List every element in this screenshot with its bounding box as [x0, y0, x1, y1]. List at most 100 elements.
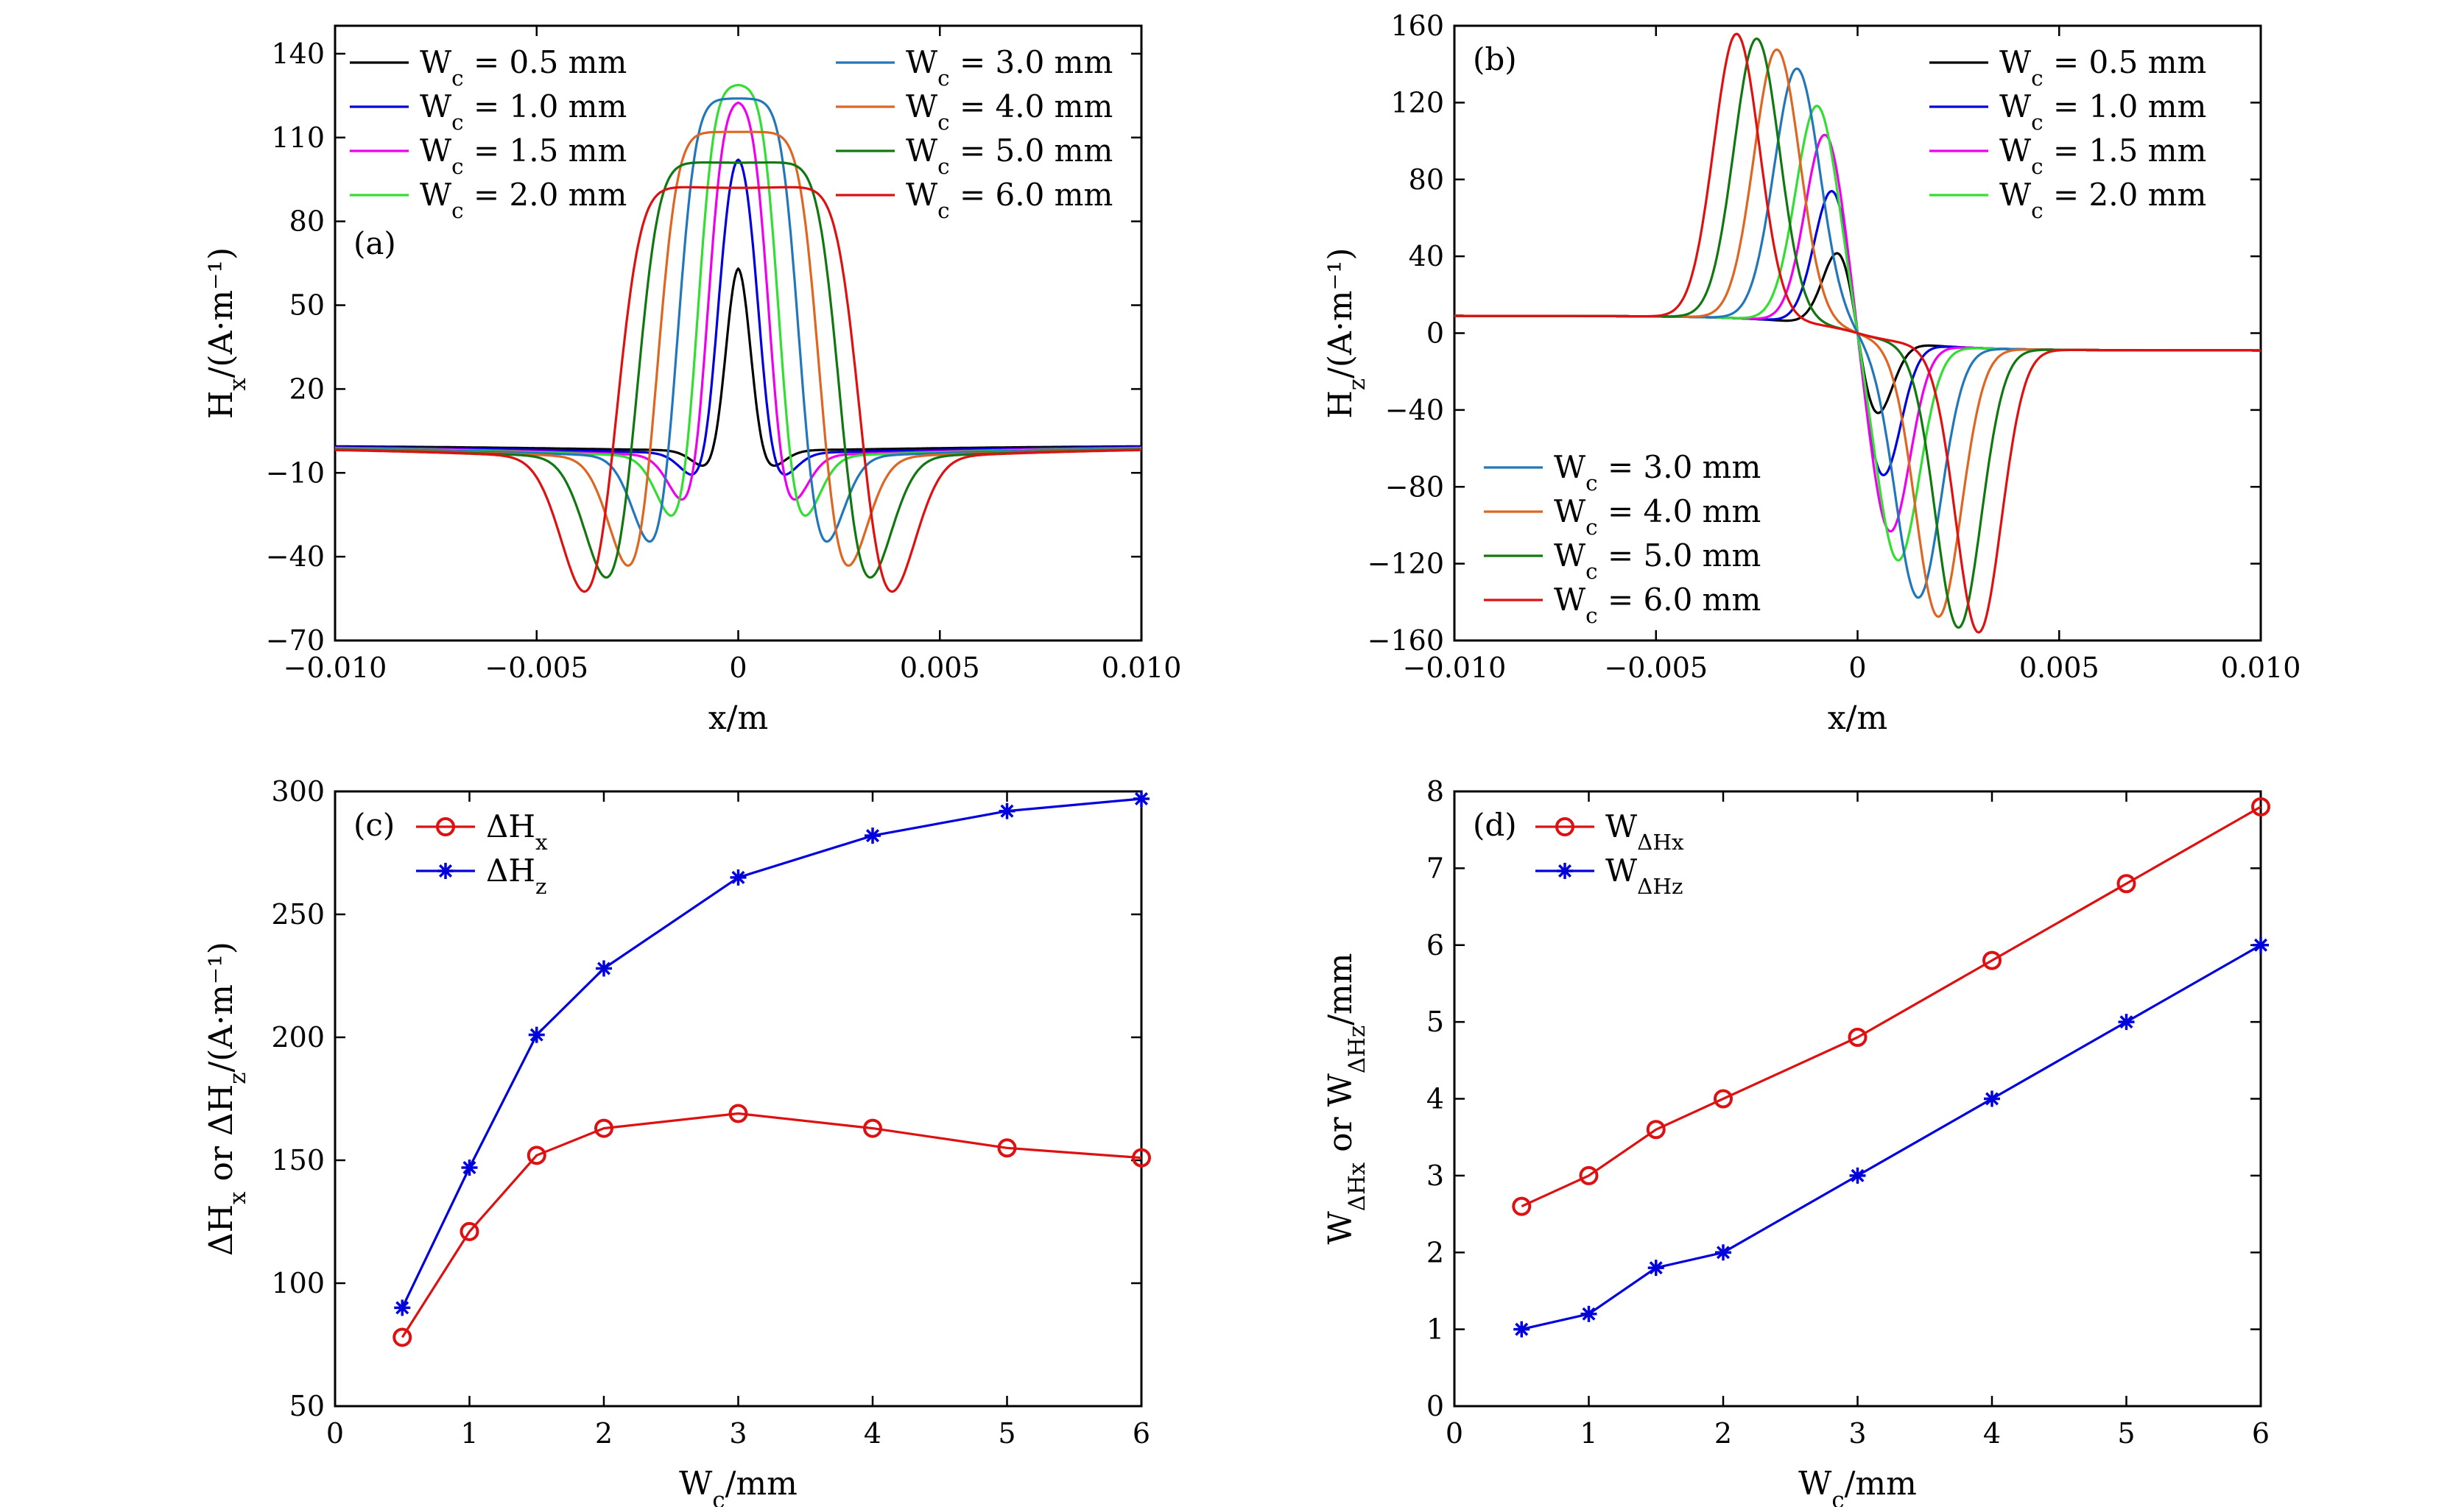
label-subscript: z: [225, 1073, 251, 1084]
x-tick-label: 5: [998, 1417, 1015, 1450]
label-subscript: c: [1585, 559, 1597, 584]
series-line: [401, 797, 1142, 1309]
x-tick-label: 3: [729, 1417, 747, 1450]
data-point-circle: [1714, 1089, 1733, 1109]
star-marker-stroke: [2119, 1015, 2133, 1029]
label-part: W: [906, 133, 938, 169]
x-tick-label: −0.005: [485, 652, 588, 684]
label-part: W: [1554, 537, 1586, 573]
star-marker-stroke: [462, 1161, 476, 1175]
legend-label: Wc = 3.0 mm: [906, 44, 1113, 91]
label-part: W: [420, 88, 452, 124]
data-point-circle: [997, 1138, 1017, 1158]
label-subscript: x: [225, 1191, 251, 1204]
label-part: W: [1999, 133, 2032, 169]
label-part: = 6.0 mm: [1598, 582, 1761, 618]
legend-label: Wc = 3.0 mm: [1554, 449, 1761, 495]
x-tick-label: −0.010: [1403, 652, 1507, 684]
series-line: [1454, 32, 2261, 634]
label-part: ΔH: [486, 853, 535, 889]
y-tick-label: 8: [1426, 775, 1444, 808]
y-axis-label: WΔHx or WΔHz/mm: [1322, 953, 1370, 1244]
label-part: = 5.0 mm: [1598, 537, 1761, 573]
x-tick-label: 0.005: [2019, 652, 2099, 684]
series-line: [1521, 944, 2261, 1331]
label-subscript: c: [937, 110, 949, 135]
label-subscript: c: [937, 66, 949, 91]
data-point-circle: [1579, 1165, 1599, 1185]
panel-annotation: (d): [1473, 807, 1517, 843]
star-marker-stroke: [1649, 1261, 1663, 1275]
legend-label: Wc = 0.5 mm: [1999, 44, 2206, 91]
x-tick-label: 6: [2252, 1417, 2270, 1450]
label-subscript: c: [712, 1487, 725, 1507]
x-tick-label: 0.005: [900, 652, 980, 684]
y-tick-label: 150: [271, 1144, 325, 1176]
label-part: = 3.0 mm: [950, 44, 1113, 80]
label-part: W: [1554, 582, 1586, 618]
star-marker-stroke: [1582, 1307, 1596, 1321]
label-subscript: c: [2031, 154, 2043, 179]
y-tick-label: −70: [266, 624, 325, 657]
label-part: /(A·m⁻¹): [203, 942, 240, 1073]
legend-label: Wc = 1.5 mm: [1999, 133, 2206, 179]
data-point-circle: [863, 1118, 882, 1138]
y-tick-label: 100: [271, 1267, 325, 1299]
x-tick-label: 0.010: [2221, 652, 2301, 684]
x-tick-label: 4: [1983, 1417, 2001, 1450]
label-part: W: [1999, 88, 2032, 124]
x-tick-label: 1: [460, 1417, 478, 1450]
label-part: = 4.0 mm: [950, 88, 1113, 124]
legend-label: Wc = 0.5 mm: [420, 44, 627, 91]
data-point-circle: [1512, 1196, 1532, 1216]
label-part: = 2.0 mm: [2044, 177, 2207, 213]
legend-label: Wc = 1.5 mm: [420, 133, 627, 179]
label-part: = 3.0 mm: [1598, 449, 1761, 485]
label-part: H: [203, 391, 240, 419]
y-axis-label: Hz/(A·m⁻¹): [1322, 247, 1370, 418]
label-part: = 2.0 mm: [464, 177, 627, 213]
legend-label: Wc = 5.0 mm: [1554, 537, 1761, 584]
y-tick-label: 20: [289, 373, 325, 405]
y-tick-label: −160: [1367, 624, 1444, 657]
y-tick-label: 7: [1426, 852, 1444, 884]
star-marker-stroke: [865, 829, 880, 843]
label-part: H: [1322, 390, 1359, 418]
y-tick-label: 40: [1409, 240, 1444, 272]
data-point-circle: [1848, 1028, 1868, 1047]
label-part: W: [1999, 44, 2032, 80]
x-tick-label: 1: [1580, 1417, 1597, 1450]
y-tick-label: 50: [289, 289, 325, 322]
label-part: W: [420, 133, 452, 169]
y-tick-label: 300: [271, 775, 325, 808]
y-tick-label: −40: [1385, 394, 1444, 426]
label-subscript: c: [2031, 198, 2043, 223]
series-line: [335, 267, 1141, 467]
star-marker-stroke: [731, 870, 745, 884]
label-part: W: [1554, 493, 1586, 529]
label-subscript: c: [1831, 1487, 1844, 1507]
star-marker-stroke: [1851, 1168, 1865, 1182]
series-line: [335, 186, 1141, 593]
label-subscript: c: [1585, 515, 1597, 540]
label-part: = 5.0 mm: [950, 133, 1113, 169]
y-tick-label: 200: [271, 1021, 325, 1054]
legend-label: Wc = 6.0 mm: [1554, 582, 1761, 628]
label-part: W: [1798, 1465, 1832, 1503]
label-part: = 1.5 mm: [464, 133, 627, 169]
label-part: ΔH: [486, 808, 535, 844]
x-tick-label: 0.010: [1102, 652, 1182, 684]
star-marker-stroke: [529, 1028, 543, 1042]
x-axis-label: Wc/mm: [1798, 1465, 1917, 1507]
panel-annotation: (b): [1473, 41, 1517, 77]
x-tick-label: 4: [864, 1417, 881, 1450]
series-line: [401, 1112, 1142, 1338]
star-marker-stroke: [1134, 792, 1149, 806]
label-part: = 4.0 mm: [1598, 493, 1761, 529]
data-point-circle: [728, 1104, 748, 1123]
legend-marker-circle: [436, 817, 455, 836]
panel-annotation: (c): [353, 807, 395, 843]
y-tick-label: −40: [266, 540, 325, 573]
label-part: W: [906, 88, 938, 124]
